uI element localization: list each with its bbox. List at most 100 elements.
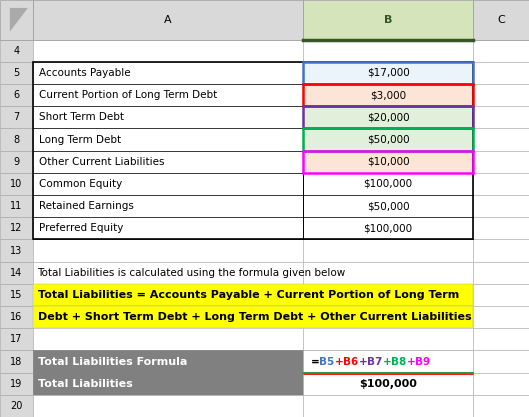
Text: B8: B8	[391, 357, 407, 367]
Bar	[303, 62, 473, 84]
Bar	[303, 151, 473, 173]
Bar	[33, 62, 473, 239]
Text: $20,000: $20,000	[367, 112, 409, 122]
Text: B9: B9	[415, 357, 431, 367]
Bar	[33, 0, 303, 40]
Bar	[303, 195, 473, 217]
Text: $100,000: $100,000	[363, 224, 413, 233]
Text: B6: B6	[343, 357, 359, 367]
Bar	[303, 395, 473, 417]
Bar	[33, 306, 473, 328]
Bar	[33, 62, 303, 84]
Text: B5: B5	[320, 357, 334, 367]
Bar	[0, 0, 33, 40]
Bar	[303, 261, 473, 284]
Bar	[33, 350, 303, 373]
Bar	[0, 84, 33, 106]
Bar	[0, 62, 33, 84]
Text: 6: 6	[13, 90, 20, 100]
Bar	[33, 128, 303, 151]
Bar	[0, 306, 33, 328]
Bar	[0, 239, 33, 261]
Text: =: =	[311, 357, 320, 367]
Bar	[303, 40, 473, 62]
Text: Accounts Payable: Accounts Payable	[39, 68, 131, 78]
Bar	[303, 84, 473, 106]
Bar	[0, 217, 33, 239]
Text: 7: 7	[13, 112, 20, 122]
Text: $3,000: $3,000	[370, 90, 406, 100]
Bar	[473, 284, 529, 306]
Text: 9: 9	[13, 157, 20, 167]
Bar	[33, 106, 303, 128]
Bar	[473, 306, 529, 328]
Bar	[0, 173, 33, 195]
Bar	[303, 350, 473, 373]
Bar	[33, 373, 303, 395]
Text: 19: 19	[10, 379, 23, 389]
Bar	[473, 106, 529, 128]
Bar	[473, 0, 529, 40]
Bar	[33, 151, 303, 173]
Bar	[33, 239, 303, 261]
Bar	[473, 373, 529, 395]
Text: +: +	[407, 357, 415, 367]
Bar	[473, 128, 529, 151]
Bar	[0, 261, 33, 284]
Text: $10,000: $10,000	[367, 157, 409, 167]
Text: Common Equity: Common Equity	[39, 179, 122, 189]
Bar	[473, 40, 529, 62]
Bar	[303, 217, 473, 239]
Bar	[473, 151, 529, 173]
Bar	[473, 173, 529, 195]
Bar	[473, 195, 529, 217]
Bar	[33, 195, 303, 217]
Bar	[0, 195, 33, 217]
Bar	[0, 128, 33, 151]
Bar	[33, 395, 303, 417]
Text: 20: 20	[10, 401, 23, 411]
Bar	[473, 62, 529, 84]
Bar	[303, 84, 473, 106]
Bar	[33, 284, 473, 306]
Bar	[0, 151, 33, 173]
Bar	[0, 106, 33, 128]
Bar	[0, 395, 33, 417]
Text: Retained Earnings: Retained Earnings	[39, 201, 134, 211]
Text: Preferred Equity: Preferred Equity	[39, 224, 123, 233]
Bar	[473, 395, 529, 417]
Text: +: +	[382, 357, 391, 367]
Text: 5: 5	[13, 68, 20, 78]
Bar	[0, 350, 33, 373]
Text: 8: 8	[13, 135, 20, 145]
Text: 12: 12	[10, 224, 23, 233]
Text: $17,000: $17,000	[367, 68, 409, 78]
Text: $100,000: $100,000	[359, 379, 417, 389]
Bar	[303, 128, 473, 151]
Bar	[303, 173, 473, 195]
Bar	[303, 328, 473, 350]
Text: Total Liabilities: Total Liabilities	[38, 379, 133, 389]
Polygon shape	[10, 8, 28, 32]
Bar	[0, 284, 33, 306]
Text: B: B	[384, 15, 392, 25]
Text: 14: 14	[10, 268, 23, 278]
Text: $50,000: $50,000	[367, 135, 409, 145]
Text: C: C	[497, 15, 505, 25]
Bar	[303, 373, 473, 395]
Bar	[0, 328, 33, 350]
Bar	[303, 106, 473, 128]
Text: +: +	[334, 357, 343, 367]
Bar	[303, 239, 473, 261]
Text: A: A	[164, 15, 171, 25]
Text: 17: 17	[10, 334, 23, 344]
Text: Current Portion of Long Term Debt: Current Portion of Long Term Debt	[39, 90, 217, 100]
Bar	[33, 84, 303, 106]
Text: 11: 11	[10, 201, 23, 211]
Text: Total Liabilities = Accounts Payable + Current Portion of Long Term: Total Liabilities = Accounts Payable + C…	[38, 290, 459, 300]
Text: Total Liabilities is calculated using the formula given below: Total Liabilities is calculated using th…	[37, 268, 345, 278]
Bar	[33, 40, 303, 62]
Bar	[473, 261, 529, 284]
Text: $50,000: $50,000	[367, 201, 409, 211]
Text: +: +	[359, 357, 367, 367]
